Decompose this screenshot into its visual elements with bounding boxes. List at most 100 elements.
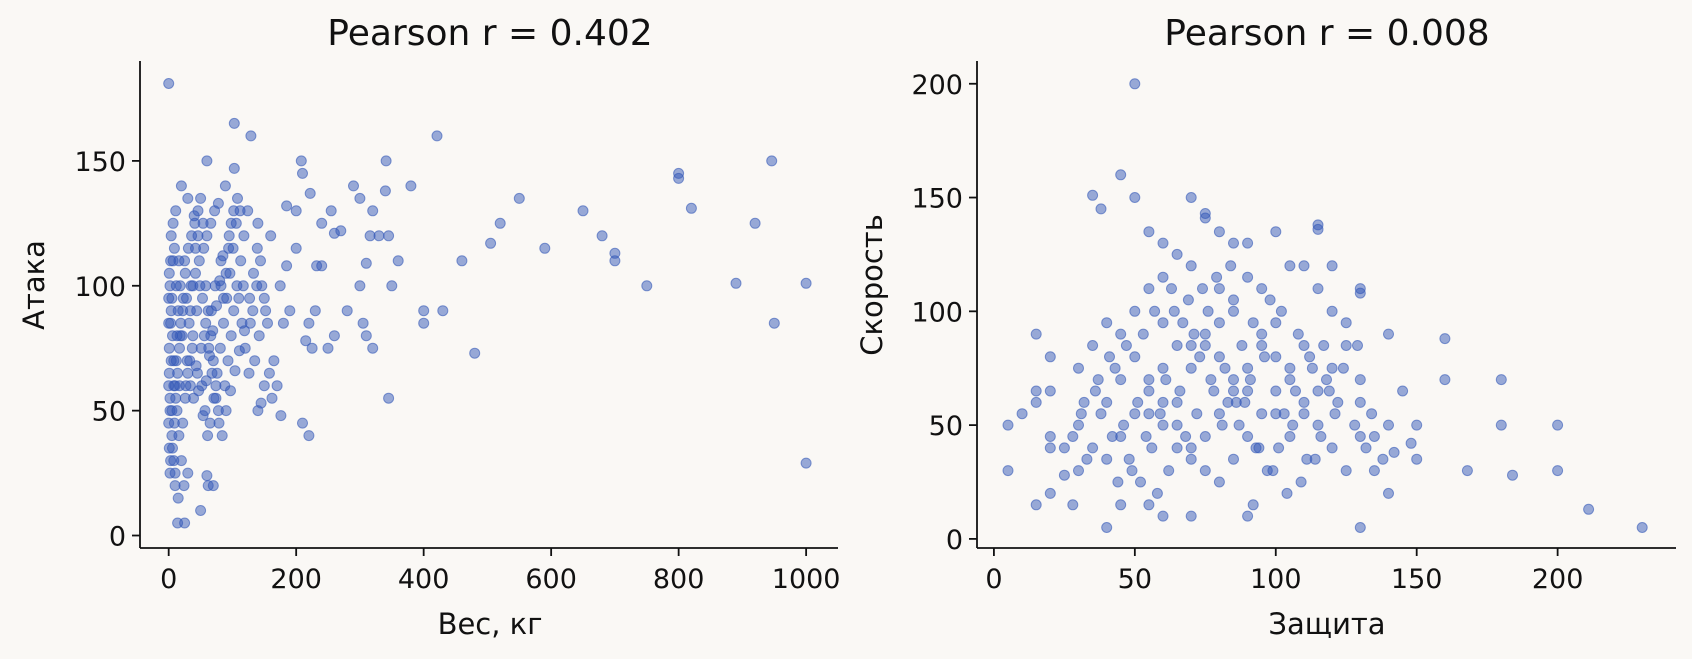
scatter-point (1225, 260, 1237, 272)
scatter-point (1129, 351, 1141, 363)
scatter-point (1332, 396, 1344, 408)
scatter-point (163, 317, 175, 329)
scatter-point (1388, 446, 1400, 458)
scatter-point (485, 237, 497, 249)
scatter-point (274, 280, 286, 292)
scatter-point (228, 305, 240, 317)
chart-panel-right: Pearson r = 0.008 0 50 100 150 200 0 50 100 150 2… (855, 13, 1676, 641)
scatter-point (197, 217, 209, 229)
scatter-point (1295, 476, 1307, 488)
scatter-point (800, 457, 812, 469)
scatter-point (456, 255, 468, 267)
scatter-point (163, 342, 175, 354)
scatter-point (235, 255, 247, 267)
scatter-point (1354, 396, 1366, 408)
scatter-point (1213, 476, 1225, 488)
scatter-point (1222, 396, 1234, 408)
scatter-point (248, 267, 259, 279)
scatter-point (1143, 385, 1155, 397)
scatter-point (281, 200, 293, 212)
scatter-point (1140, 431, 1152, 442)
scatter-point (1354, 374, 1366, 386)
scatter-point (197, 292, 208, 304)
scatter-point (1132, 396, 1144, 408)
scatter-point (260, 305, 272, 317)
scatter-point (1411, 419, 1423, 431)
scatter-point (685, 202, 697, 214)
scatter-point (223, 230, 235, 242)
chart-title-left: Pearson r = 0.402 (327, 13, 652, 54)
scatter-point (256, 280, 268, 292)
scatter-point (173, 430, 185, 442)
scatter-point (380, 155, 392, 167)
scatter-point (184, 305, 196, 317)
scatter-point (316, 217, 328, 229)
scatter-point (673, 172, 685, 184)
scatter-point (228, 117, 240, 129)
scatter-point (1298, 340, 1310, 351)
scatter-point (244, 317, 256, 329)
scatter-point (218, 317, 229, 329)
scatter-point (177, 292, 189, 304)
scatter-point (171, 330, 183, 342)
scatter-point (211, 300, 222, 312)
scatter-point (205, 330, 217, 342)
scatter-point (1104, 351, 1115, 363)
scatter-point (300, 335, 312, 347)
scatter-point (252, 217, 264, 229)
chart-panel-left: Pearson r = 0.402 0 200 400 600 800 1000 0 50 10… (17, 13, 840, 641)
scatter-point (229, 365, 241, 377)
scatter-point (223, 242, 235, 254)
scatter-point (200, 375, 212, 387)
scatter-point (244, 292, 256, 304)
scatter-point (225, 385, 236, 397)
scatter-point (1242, 385, 1254, 397)
scatter-point (1199, 212, 1211, 224)
scatter-point (1312, 419, 1324, 431)
scatter-point (1168, 305, 1180, 317)
scatter-point (1044, 385, 1056, 397)
scatter-point (225, 330, 237, 342)
y-tick-label: 50 (929, 411, 963, 442)
scatter-point (1115, 169, 1127, 181)
y-tick-label: 0 (109, 522, 126, 553)
scatter-point (1439, 374, 1451, 386)
scatter-points-left (163, 78, 812, 529)
scatter-point (360, 257, 372, 269)
scatter-point (1191, 408, 1203, 420)
scatter-point (1242, 271, 1254, 283)
scatter-point (1281, 487, 1293, 499)
scatter-point (1213, 408, 1225, 420)
scatter-point (1101, 522, 1113, 533)
scatter-point (418, 305, 430, 317)
scatter-point (1273, 442, 1285, 454)
scatter-point (641, 280, 653, 292)
scatter-point (1366, 408, 1378, 420)
scatter-point (1312, 283, 1324, 295)
scatter-point (1067, 499, 1079, 511)
scatter-point (1143, 374, 1155, 386)
scatter-point (1073, 419, 1084, 431)
scatter-point (1174, 385, 1186, 397)
scatter-point (1244, 374, 1256, 386)
x-tick-label: 50 (1118, 564, 1152, 595)
scatter-point (1154, 408, 1166, 420)
scatter-point (1143, 226, 1155, 238)
scatter-point (596, 230, 608, 242)
scatter-point (297, 167, 308, 179)
scatter-point (539, 242, 551, 254)
scatter-point (1495, 374, 1507, 386)
scatter-point (166, 405, 178, 417)
scatter-point (182, 192, 194, 204)
scatter-point (187, 330, 199, 342)
scatter-point (1256, 408, 1268, 420)
y-tick-label: 150 (911, 184, 963, 215)
scatter-point (1092, 374, 1104, 386)
x-tick-label: 200 (270, 564, 322, 595)
scatter-point (163, 292, 175, 304)
scatter-point (181, 355, 193, 367)
scatter-point (1075, 408, 1087, 420)
scatter-point (1239, 396, 1251, 408)
scatter-point (217, 250, 229, 262)
